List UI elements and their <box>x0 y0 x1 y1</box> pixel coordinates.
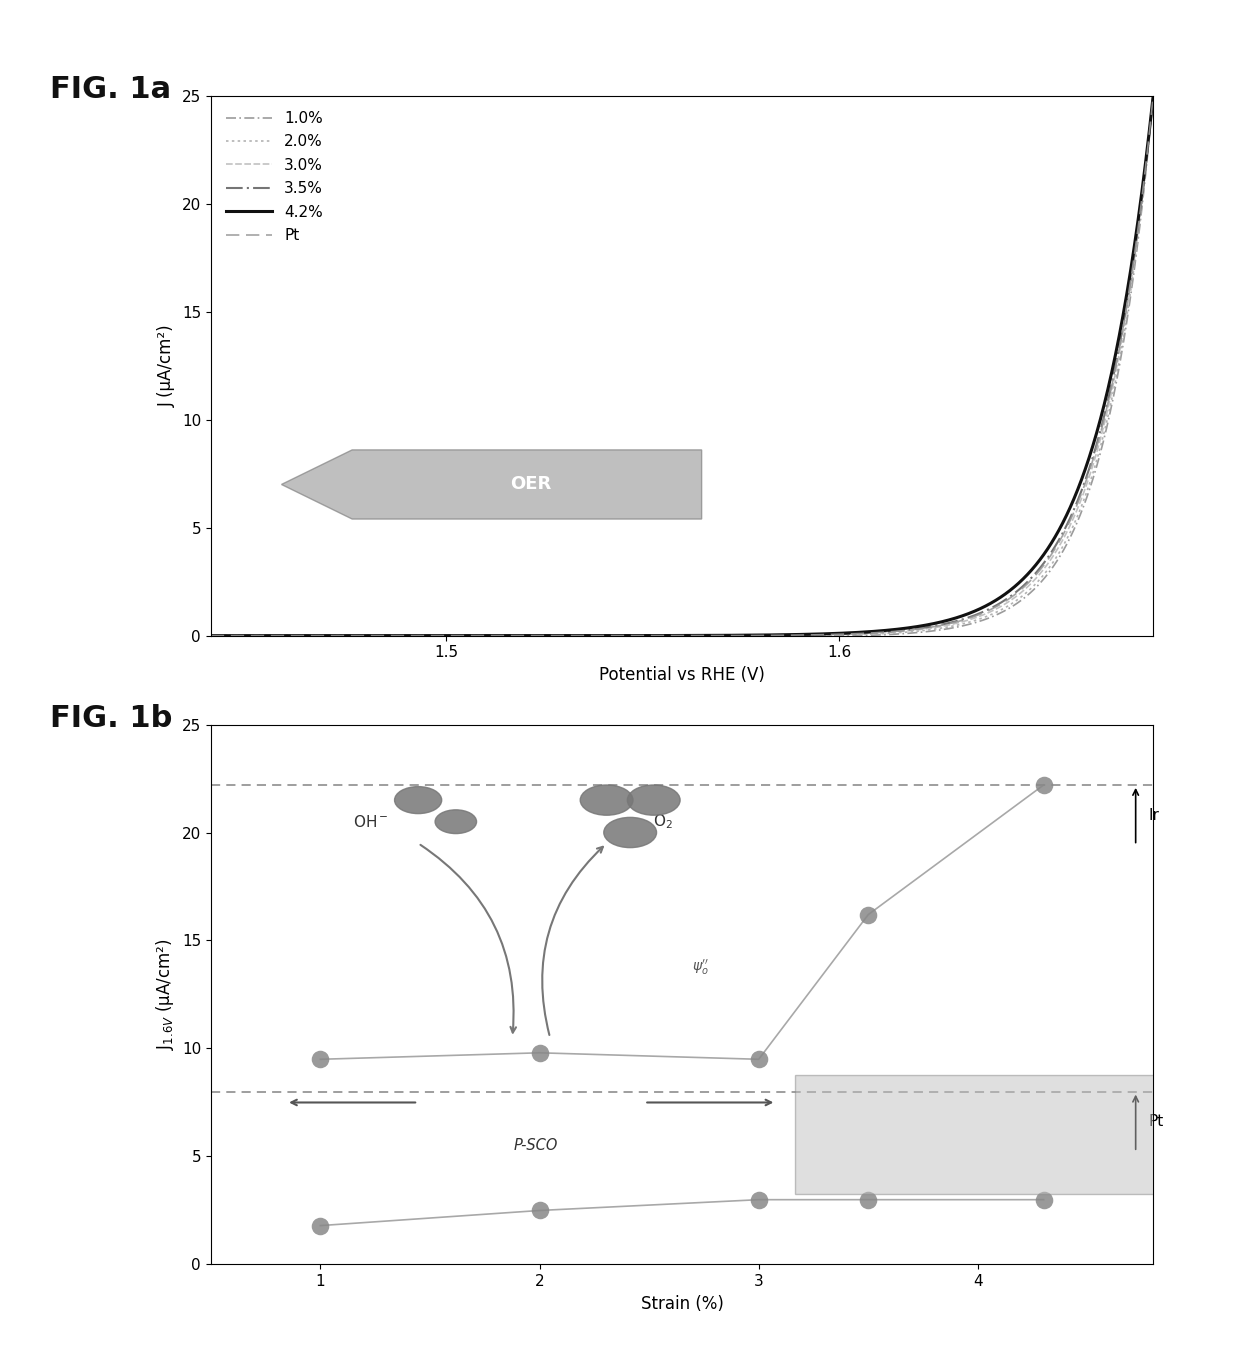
Circle shape <box>580 785 632 815</box>
Text: O$_2$: O$_2$ <box>653 812 673 831</box>
Text: OH$^-$: OH$^-$ <box>353 813 389 830</box>
X-axis label: Strain (%): Strain (%) <box>641 1295 723 1312</box>
Point <box>749 1048 769 1070</box>
Point <box>310 1215 330 1237</box>
Point <box>1034 1189 1054 1211</box>
Text: P-SCO: P-SCO <box>513 1139 558 1154</box>
Circle shape <box>435 809 476 834</box>
Circle shape <box>394 786 441 813</box>
Point <box>310 1048 330 1070</box>
Y-axis label: J$_{1.6V}$ (μA/cm²): J$_{1.6V}$ (μA/cm²) <box>154 939 176 1050</box>
Text: $\psi_o''$: $\psi_o''$ <box>692 958 709 977</box>
Polygon shape <box>795 1076 1240 1195</box>
Point <box>529 1042 549 1064</box>
Text: FIG. 1b: FIG. 1b <box>50 704 172 733</box>
Point <box>749 1189 769 1211</box>
Circle shape <box>604 817 656 848</box>
Point <box>529 1200 549 1222</box>
Point <box>858 1189 878 1211</box>
Point <box>858 904 878 925</box>
Circle shape <box>627 785 680 815</box>
Text: OER: OER <box>510 476 552 493</box>
Text: Pt: Pt <box>1148 1114 1164 1129</box>
Text: Ir: Ir <box>1148 808 1159 823</box>
Text: FIG. 1a: FIG. 1a <box>50 75 171 104</box>
X-axis label: Potential vs RHE (V): Potential vs RHE (V) <box>599 666 765 684</box>
FancyArrow shape <box>281 450 702 519</box>
Legend: 1.0%, 2.0%, 3.0%, 3.5%, 4.2%, Pt: 1.0%, 2.0%, 3.0%, 3.5%, 4.2%, Pt <box>218 104 331 250</box>
Point <box>1034 774 1054 796</box>
Y-axis label: J (μA/cm²): J (μA/cm²) <box>159 324 176 407</box>
